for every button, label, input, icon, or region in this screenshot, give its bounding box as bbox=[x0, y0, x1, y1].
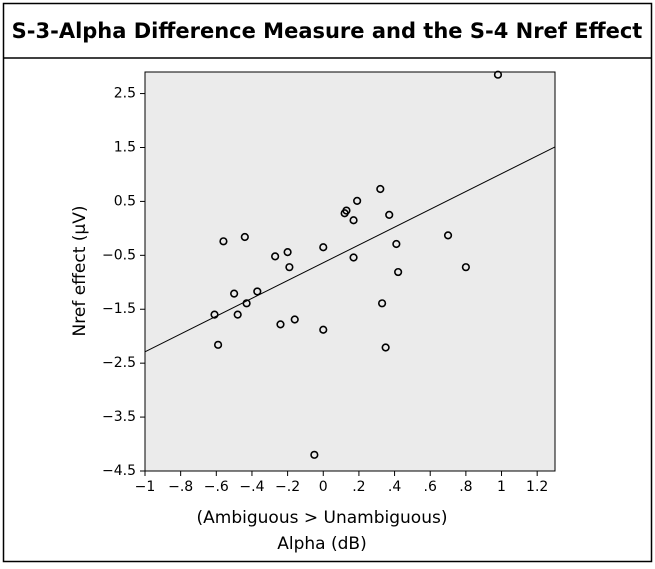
x-tick-label: 0 bbox=[319, 479, 328, 495]
y-tick-label: −0.5 bbox=[102, 247, 136, 263]
x-tick-label: −1 bbox=[135, 479, 156, 495]
y-tick-label: −4.5 bbox=[102, 463, 136, 479]
point bbox=[219, 237, 228, 246]
point bbox=[310, 450, 319, 459]
point bbox=[242, 299, 251, 308]
y-tick-label: −3.5 bbox=[102, 409, 136, 425]
x-tick-label: 1.2 bbox=[526, 479, 548, 495]
x-tick-label: .6 bbox=[424, 479, 437, 495]
plot-area bbox=[144, 71, 556, 472]
x-tick-label: −.8 bbox=[168, 479, 193, 495]
x-axis-label: Alpha (dB) bbox=[277, 534, 366, 554]
point bbox=[210, 310, 219, 319]
x-tick-label: −.6 bbox=[204, 479, 229, 495]
point bbox=[349, 253, 358, 262]
point bbox=[394, 267, 403, 277]
x-axis-label: (Ambiguous > Unambiguous) bbox=[197, 508, 448, 528]
x-tick-label: .8 bbox=[459, 479, 472, 495]
point bbox=[319, 243, 328, 252]
point bbox=[271, 252, 280, 261]
point bbox=[240, 232, 249, 242]
x-tick-label: −.2 bbox=[275, 479, 300, 495]
point bbox=[443, 231, 453, 240]
point bbox=[353, 196, 362, 205]
point bbox=[461, 263, 470, 272]
point bbox=[213, 340, 223, 349]
point bbox=[233, 310, 242, 319]
y-axis-label: Nref effect (µV) bbox=[70, 206, 90, 337]
chart-title: S-3-Alpha Difference Measure and the S-4… bbox=[12, 19, 643, 43]
point bbox=[319, 325, 328, 334]
point bbox=[253, 287, 262, 296]
point bbox=[276, 320, 285, 329]
point bbox=[230, 289, 239, 298]
point bbox=[377, 299, 387, 308]
point bbox=[349, 216, 358, 225]
point bbox=[340, 209, 349, 218]
point bbox=[283, 247, 292, 257]
point bbox=[285, 263, 294, 272]
y-tick-label: −1.5 bbox=[102, 301, 136, 317]
x-tick-label: .4 bbox=[388, 479, 401, 495]
y-tick-label: 0.5 bbox=[114, 193, 136, 209]
x-tick-label: 1 bbox=[497, 479, 506, 495]
point bbox=[381, 343, 390, 352]
point bbox=[376, 184, 385, 194]
point bbox=[385, 210, 394, 219]
point bbox=[392, 239, 401, 249]
x-tick-label: .2 bbox=[352, 479, 365, 495]
x-tick-label: −.4 bbox=[239, 479, 264, 495]
point bbox=[493, 70, 503, 79]
point bbox=[290, 315, 299, 324]
y-tick-label: −2.5 bbox=[102, 355, 136, 371]
y-tick-label: 2.5 bbox=[114, 86, 136, 102]
y-tick-label: 1.5 bbox=[114, 139, 136, 155]
